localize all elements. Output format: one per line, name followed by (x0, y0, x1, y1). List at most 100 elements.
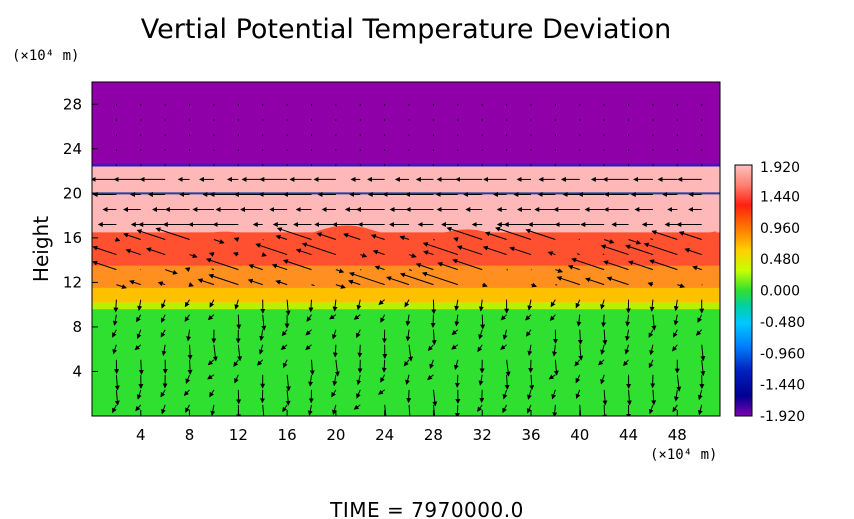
wind-vector-207 (275, 279, 288, 286)
wind-vector-246 (603, 260, 629, 271)
wind-vector-23 (672, 404, 678, 413)
wind-vector-24 (697, 404, 703, 416)
wind-vector-266 (482, 245, 507, 256)
wind-vector-217 (530, 282, 538, 288)
wind-vector-158 (306, 314, 312, 322)
wind-vector-182 (285, 299, 291, 316)
wind-vector-237 (408, 269, 412, 271)
wind-vector-100 (112, 344, 118, 355)
y-tick-label-1: 8 (72, 318, 82, 336)
wind-vector-264 (422, 242, 458, 256)
wind-vector-142 (525, 329, 532, 337)
wind-vector-274 (684, 248, 702, 256)
wind-vector-260 (360, 252, 368, 258)
wind-vector-63 (427, 374, 434, 381)
heatmap-layer-2 (92, 193, 720, 233)
wind-vector-245 (571, 257, 605, 271)
wind-vector-185 (356, 299, 362, 311)
wind-vector-156 (261, 314, 267, 331)
wind-vector-249 (692, 265, 702, 271)
wind-vector-8 (307, 404, 313, 416)
x-tick-label-2: 12 (229, 426, 248, 444)
wind-vector-149 (695, 329, 703, 336)
wind-vector-132 (281, 329, 288, 337)
wind-vector-104 (212, 344, 218, 362)
wind-vector-190 (478, 299, 484, 312)
wind-vector-9 (332, 404, 337, 416)
wind-vector-35 (356, 389, 361, 399)
wind-vector-205 (208, 273, 239, 286)
wind-vector-219 (556, 276, 580, 286)
wind-vector-18 (552, 404, 558, 416)
wind-vector-107 (280, 344, 288, 350)
x-tick-label-5: 24 (375, 426, 394, 444)
wind-vector-239 (437, 261, 458, 271)
chart-title: Vertial Potential Temperature Deviation (141, 14, 671, 45)
wind-vector-12 (407, 404, 413, 416)
wind-vector-58 (308, 374, 314, 387)
wind-vector-81 (256, 359, 264, 366)
wind-vector-13 (432, 404, 436, 416)
wind-vector-285 (343, 233, 361, 241)
wind-vector-114 (451, 344, 459, 350)
wind-vector-293 (525, 228, 556, 241)
wind-vector-54 (207, 374, 215, 380)
wind-vector-64 (454, 374, 460, 388)
wind-vector-295 (603, 239, 615, 244)
plot-frame (91, 81, 721, 417)
wind-vector-166 (500, 314, 507, 321)
wind-vector-298 (651, 230, 678, 241)
wind-vector-57 (285, 374, 291, 392)
wind-vector-250 (92, 245, 117, 256)
wind-vector-25 (114, 389, 120, 406)
wind-vector-223 (677, 283, 686, 288)
y-tick-label-5: 24 (63, 140, 82, 158)
wind-vector-170 (601, 314, 607, 328)
wind-vector-243 (555, 268, 564, 273)
colorbar-tick-label-6: -0.960 (760, 346, 805, 362)
wind-vector-186 (378, 299, 385, 306)
wind-vector-236 (374, 265, 385, 271)
wind-vector-162 (405, 314, 411, 327)
wind-vector-257 (255, 243, 288, 256)
wind-vector-177 (161, 299, 166, 309)
time-label: TIME = 7970000.0 (329, 498, 524, 519)
wind-vector-299 (678, 231, 702, 241)
wind-vector-32 (285, 389, 291, 406)
wind-vector-153 (184, 314, 190, 322)
wind-vector-69 (575, 374, 581, 384)
wind-vector-248 (649, 259, 678, 271)
wind-vector-122 (649, 344, 655, 356)
colorbar-tick-label-4: 0.000 (760, 284, 800, 300)
wind-vector-127 (160, 329, 166, 338)
wind-vector-4 (210, 404, 216, 416)
wind-vector-141 (502, 329, 508, 340)
wind-vector-6 (261, 404, 267, 416)
colorbar-gradient (734, 164, 753, 417)
wind-vector-234 (335, 268, 345, 274)
wind-vector-138 (431, 329, 437, 346)
wind-vector-102 (161, 344, 167, 357)
wind-vectors (92, 104, 706, 416)
wind-vector-290 (446, 226, 483, 241)
y-tick-label-0: 4 (72, 362, 82, 380)
wind-vector-276 (123, 232, 141, 241)
wind-vector-29 (209, 389, 215, 398)
wind-vector-28 (183, 389, 190, 396)
wind-vector-179 (209, 299, 215, 308)
wind-vector-88 (429, 359, 435, 370)
wind-vector-202 (157, 281, 166, 287)
wind-vector-147 (648, 329, 654, 338)
wind-vector-113 (427, 344, 434, 352)
wind-vector-174 (697, 314, 703, 323)
wind-vector-65 (478, 374, 484, 386)
wind-vector-291 (484, 231, 507, 241)
wind-vector-82 (282, 359, 288, 369)
wind-vector-282 (275, 234, 288, 241)
wind-vector-66 (504, 374, 510, 390)
wind-vector-124 (700, 344, 706, 362)
x-axis-ticks: 4 8 12 16 20 24 28 32 36 40 44 48 (136, 410, 687, 444)
wind-vector-140 (478, 329, 484, 340)
wind-vector-103 (187, 344, 193, 360)
